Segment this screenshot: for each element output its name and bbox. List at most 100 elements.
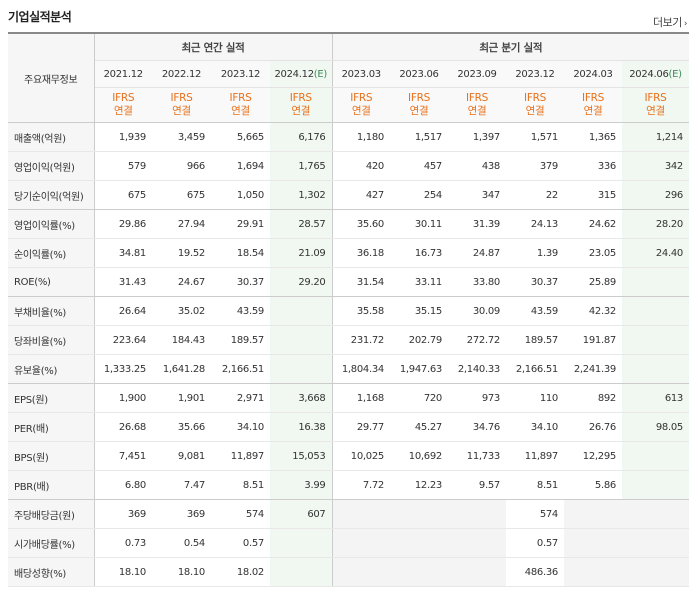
table-cell: 1,804.34 (331, 354, 390, 384)
table-cell: 29.86 (94, 209, 152, 239)
table-cell: 342 (622, 151, 689, 181)
row-label: 시가배당률(%) (8, 528, 95, 558)
table-cell: 3,459 (152, 122, 211, 152)
more-link[interactable]: 더보기 › (653, 14, 688, 30)
table-cell (448, 499, 506, 529)
table-cell: 579 (94, 151, 152, 181)
table-cell: 720 (390, 383, 448, 413)
estimate-mark: (E) (668, 68, 683, 80)
table-cell (270, 557, 332, 587)
table-cell: 8.51 (506, 470, 564, 500)
table-cell: 31.43 (94, 267, 152, 297)
row-header-label: 주요재무정보 (8, 32, 95, 123)
table-cell: 15,053 (270, 441, 332, 471)
table-cell: 254 (390, 180, 448, 210)
table-cell: 369 (152, 499, 211, 529)
table-cell: 24.62 (564, 209, 622, 239)
ifrs-header: IFRS 연결 (448, 87, 506, 123)
table-cell: 191.87 (564, 325, 622, 355)
table-cell: 0.73 (94, 528, 152, 558)
table-cell: 1,397 (448, 122, 506, 152)
table-cell: 5.86 (564, 470, 622, 500)
row-label: 부채비율(%) (8, 296, 95, 326)
row-label: 영업이익(억원) (8, 151, 95, 181)
table-cell (331, 528, 390, 558)
table-cell: 7.47 (152, 470, 211, 500)
ifrs-header: IFRS 연결 (390, 87, 448, 123)
table-cell: 420 (331, 151, 390, 181)
table-cell: 296 (622, 180, 689, 210)
table-cell (622, 441, 689, 471)
row-label: EPS(원) (8, 383, 95, 413)
ifrs-label: IFRS (112, 92, 135, 104)
table-cell: 1,050 (211, 180, 270, 210)
table-cell: 43.59 (211, 296, 270, 326)
period-label: 2024.12 (274, 68, 315, 80)
table-row: ROE(%) 31.43 24.67 30.37 29.20 31.54 33.11 33.8… (8, 267, 689, 297)
consolidated-label: 연결 (409, 105, 429, 117)
table-cell: 315 (564, 180, 622, 210)
consolidated-label: 연결 (113, 105, 133, 117)
table-cell: 25.89 (564, 267, 622, 297)
table-cell: 26.68 (94, 412, 152, 442)
row-label: 당기순이익(억원) (8, 180, 95, 210)
table-cell: 30.37 (506, 267, 564, 297)
table-cell (622, 296, 689, 326)
table-cell: 33.80 (448, 267, 506, 297)
table-cell: 1,365 (564, 122, 622, 152)
table-row: 시가배당률(%) 0.73 0.54 0.57 0.57 (8, 528, 689, 558)
table-cell (448, 557, 506, 587)
more-link-label[interactable]: 더보기 (653, 16, 682, 29)
table-cell: 5,665 (211, 122, 270, 152)
table-row: 당기순이익(억원) 675 675 1,050 1,302 427 254 347 22 315 2… (8, 180, 689, 210)
ifrs-label: IFRS (466, 92, 488, 104)
table-cell: 35.02 (152, 296, 211, 326)
table-cell: 1,571 (506, 122, 564, 152)
table-cell (622, 267, 689, 297)
ifrs-header: IFRS 연결 (622, 87, 689, 123)
table-cell: 486.36 (506, 557, 564, 587)
section-header: 기업실적분석 더보기 › (0, 0, 697, 30)
table-cell (622, 470, 689, 500)
table-cell: 231.72 (331, 325, 390, 355)
table-cell: 202.79 (390, 325, 448, 355)
table-cell: 3,668 (270, 383, 332, 413)
table-row: 부채비율(%) 26.64 35.02 43.59 35.58 35.15 30.09 43.… (8, 296, 689, 326)
table-cell (331, 557, 390, 587)
table-cell: 11,897 (211, 441, 270, 471)
table-cell: 892 (564, 383, 622, 413)
table-cell: 9,081 (152, 441, 211, 471)
estimate-mark: (E) (313, 68, 328, 80)
table-cell: 35.66 (152, 412, 211, 442)
table-cell: 1,333.25 (94, 354, 152, 384)
table-cell: 189.57 (506, 325, 564, 355)
period-header: 2023.09 (448, 60, 506, 88)
table-cell (622, 528, 689, 558)
table-cell: 29.20 (270, 267, 332, 297)
table-row: 주당배당금(원) 369 369 574 607 574 (8, 499, 689, 529)
ifrs-label: IFRS (350, 92, 373, 104)
table-cell: 10,025 (331, 441, 390, 471)
table-cell (331, 499, 390, 529)
table-cell: 12.23 (390, 470, 448, 500)
table-cell (622, 354, 689, 384)
table-cell: 973 (448, 383, 506, 413)
ifrs-label: IFRS (229, 92, 252, 104)
consolidated-label: 연결 (525, 105, 545, 117)
period-label: 2023.06 (399, 68, 439, 80)
table-cell: 98.05 (622, 412, 689, 442)
table-cell (448, 528, 506, 558)
table-cell: 24.40 (622, 238, 689, 268)
chevron-right-icon: › (683, 19, 688, 29)
period-header: 2023.06 (390, 60, 448, 88)
table-cell: 574 (211, 499, 270, 529)
ifrs-label: IFRS (289, 92, 312, 104)
period-header: 2023.03 (331, 60, 390, 88)
table-cell: 2,166.51 (211, 354, 270, 384)
table-cell: 6,176 (270, 122, 332, 152)
table-cell: 43.59 (506, 296, 564, 326)
table-cell: 2,166.51 (506, 354, 564, 384)
table-cell: 457 (390, 151, 448, 181)
table-cell: 0.54 (152, 528, 211, 558)
ifrs-label: IFRS (524, 92, 546, 104)
